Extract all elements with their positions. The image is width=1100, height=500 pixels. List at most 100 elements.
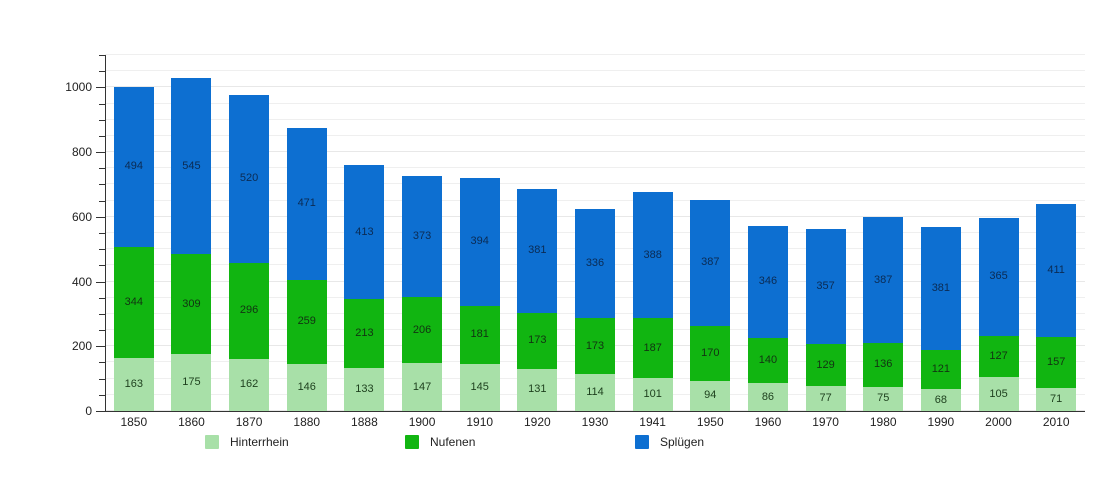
bar-segment-splugen[interactable]: 365 bbox=[978, 217, 1019, 336]
y-axis-tick-label: 0 bbox=[85, 404, 92, 418]
y-axis-tick bbox=[96, 346, 105, 348]
bar-segment-value-label: 545 bbox=[182, 159, 201, 172]
bar-segment-hinterrhein[interactable]: 77 bbox=[805, 386, 846, 411]
bar-segment-value-label: 187 bbox=[643, 341, 662, 354]
bar-group[interactable]: 101 187 388 bbox=[632, 55, 673, 411]
bar-segment-splugen[interactable]: 381 bbox=[920, 226, 961, 350]
bar-segment-splugen[interactable]: 520 bbox=[229, 94, 270, 263]
bar-group[interactable]: 71 157 411 bbox=[1036, 55, 1077, 411]
bar-segment-hinterrhein[interactable]: 146 bbox=[286, 363, 327, 411]
bar-segment-hinterrhein[interactable]: 101 bbox=[632, 378, 673, 411]
bar-segment-hinterrhein[interactable]: 145 bbox=[459, 364, 500, 411]
bar-segment-hinterrhein[interactable]: 175 bbox=[171, 354, 212, 411]
bar-segment-value-label: 121 bbox=[931, 362, 951, 375]
legend-item-label: Nufenen bbox=[430, 435, 476, 449]
bar-segment-hinterrhein[interactable]: 94 bbox=[690, 380, 731, 411]
bar-segment-value-label: 394 bbox=[470, 235, 489, 248]
bar-segment-splugen[interactable]: 381 bbox=[517, 189, 558, 313]
bar-group[interactable]: 146 259 471 bbox=[286, 55, 327, 411]
y-axis-tick bbox=[96, 216, 105, 218]
bar-group[interactable]: 75 136 387 bbox=[863, 55, 904, 411]
bar-segment-nufenen[interactable]: 187 bbox=[632, 317, 673, 379]
bar-segment-splugen[interactable]: 494 bbox=[113, 87, 154, 247]
bar-segment-nufenen[interactable]: 140 bbox=[747, 337, 788, 384]
bar-segment-value-label: 344 bbox=[124, 296, 143, 309]
legend-item[interactable]: Nufenen bbox=[405, 432, 475, 452]
bar-segment-value-label: 133 bbox=[355, 382, 374, 395]
y-axis-tick bbox=[99, 297, 105, 299]
bar-segment-nufenen[interactable]: 129 bbox=[805, 344, 846, 387]
bar-group[interactable]: 86 140 346 bbox=[747, 55, 788, 411]
bar-segment-hinterrhein[interactable]: 114 bbox=[575, 374, 615, 411]
bar-segment-nufenen[interactable]: 259 bbox=[286, 279, 327, 364]
bar-segment-splugen[interactable]: 394 bbox=[459, 178, 500, 306]
bar-segment-value-label: 259 bbox=[297, 315, 316, 328]
bar-segment-nufenen[interactable]: 121 bbox=[920, 349, 961, 389]
bar-segment-value-label: 309 bbox=[182, 297, 201, 310]
bar-segment-value-label: 131 bbox=[528, 383, 547, 396]
bar-segment-value-label: 471 bbox=[297, 197, 316, 210]
bar-segment-nufenen[interactable]: 170 bbox=[690, 325, 731, 381]
bar-segment-value-label: 163 bbox=[124, 378, 143, 391]
bar-segment-hinterrhein[interactable]: 163 bbox=[113, 358, 154, 411]
bar-segment-value-label: 387 bbox=[701, 256, 720, 269]
bar-segment-nufenen[interactable]: 173 bbox=[517, 312, 558, 369]
bar-group[interactable]: 105 127 365 bbox=[978, 55, 1019, 411]
bar-segment-nufenen[interactable]: 136 bbox=[863, 342, 904, 387]
bar-segment-splugen[interactable]: 545 bbox=[171, 78, 212, 255]
bar-segment-value-label: 381 bbox=[528, 244, 547, 257]
bar-group[interactable]: 133 213 413 bbox=[344, 55, 385, 411]
bar-segment-splugen[interactable]: 346 bbox=[747, 225, 788, 338]
bar-segment-nufenen[interactable]: 296 bbox=[229, 262, 270, 359]
x-axis-tick-label: 1850 bbox=[120, 415, 148, 429]
y-axis-tick bbox=[99, 168, 105, 170]
bar-segment-splugen[interactable]: 471 bbox=[286, 127, 327, 280]
bar-segment-hinterrhein[interactable]: 133 bbox=[344, 367, 385, 411]
bar-segment-hinterrhein[interactable]: 68 bbox=[920, 389, 961, 411]
bar-segment-value-label: 387 bbox=[874, 273, 893, 286]
bar-segment-hinterrhein[interactable]: 86 bbox=[747, 383, 788, 411]
bar-segment-value-label: 146 bbox=[297, 380, 316, 393]
bar-segment-nufenen[interactable]: 127 bbox=[978, 335, 1019, 378]
bar-segment-splugen[interactable]: 388 bbox=[632, 192, 673, 318]
y-axis-line bbox=[105, 55, 106, 411]
bar-group[interactable]: 145 181 394 bbox=[459, 55, 500, 411]
x-axis-tick-label: 1970 bbox=[812, 415, 839, 429]
bar-group[interactable]: 77 129 357 bbox=[805, 55, 846, 411]
bar-group[interactable]: 68 121 381 bbox=[920, 55, 961, 411]
bar-segment-value-label: 296 bbox=[239, 304, 259, 317]
bar-group[interactable]: 163 344 494 bbox=[113, 55, 154, 411]
bar-segment-nufenen[interactable]: 344 bbox=[113, 246, 154, 359]
bar-segment-hinterrhein[interactable]: 105 bbox=[978, 377, 1019, 411]
bar-segment-splugen[interactable]: 387 bbox=[863, 217, 904, 343]
bar-segment-splugen[interactable]: 357 bbox=[805, 228, 846, 345]
x-axis-tick-label: 1920 bbox=[523, 415, 551, 429]
bar-segment-splugen[interactable]: 413 bbox=[344, 165, 385, 300]
y-axis-tick bbox=[99, 135, 105, 137]
bar-segment-nufenen[interactable]: 206 bbox=[402, 296, 443, 364]
bar-segment-splugen[interactable]: 373 bbox=[402, 176, 443, 297]
bar-segment-hinterrhein[interactable]: 131 bbox=[517, 368, 558, 411]
bar-segment-hinterrhein[interactable]: 75 bbox=[863, 386, 904, 411]
bar-group[interactable]: 175 309 545 bbox=[171, 55, 212, 411]
bar-segment-nufenen[interactable]: 213 bbox=[344, 299, 385, 368]
bar-group[interactable]: 114 173 336 bbox=[575, 55, 615, 411]
bar-segment-hinterrhein[interactable]: 71 bbox=[1036, 388, 1077, 411]
legend-item[interactable]: Splügen bbox=[635, 432, 704, 452]
bar-group[interactable]: 94 170 387 bbox=[690, 55, 731, 411]
bar-segment-hinterrhein[interactable]: 147 bbox=[402, 363, 443, 411]
bar-segment-nufenen[interactable]: 173 bbox=[575, 318, 615, 375]
y-axis-tick bbox=[99, 330, 105, 332]
legend-item[interactable]: Hinterrhein bbox=[205, 432, 289, 452]
bar-group[interactable]: 131 173 381 bbox=[517, 55, 558, 411]
bar-segment-splugen[interactable]: 411 bbox=[1036, 204, 1077, 338]
bar-segment-nufenen[interactable]: 309 bbox=[171, 254, 212, 355]
y-axis-tick-label: 800 bbox=[71, 145, 92, 160]
bar-group[interactable]: 162 296 520 bbox=[229, 55, 270, 411]
bar-segment-splugen[interactable]: 336 bbox=[575, 209, 615, 319]
bar-segment-nufenen[interactable]: 157 bbox=[1036, 337, 1077, 389]
bar-segment-nufenen[interactable]: 181 bbox=[459, 305, 500, 365]
bar-segment-hinterrhein[interactable]: 162 bbox=[229, 358, 270, 411]
bar-group[interactable]: 147 206 373 bbox=[402, 55, 443, 411]
bar-segment-splugen[interactable]: 387 bbox=[690, 200, 731, 326]
